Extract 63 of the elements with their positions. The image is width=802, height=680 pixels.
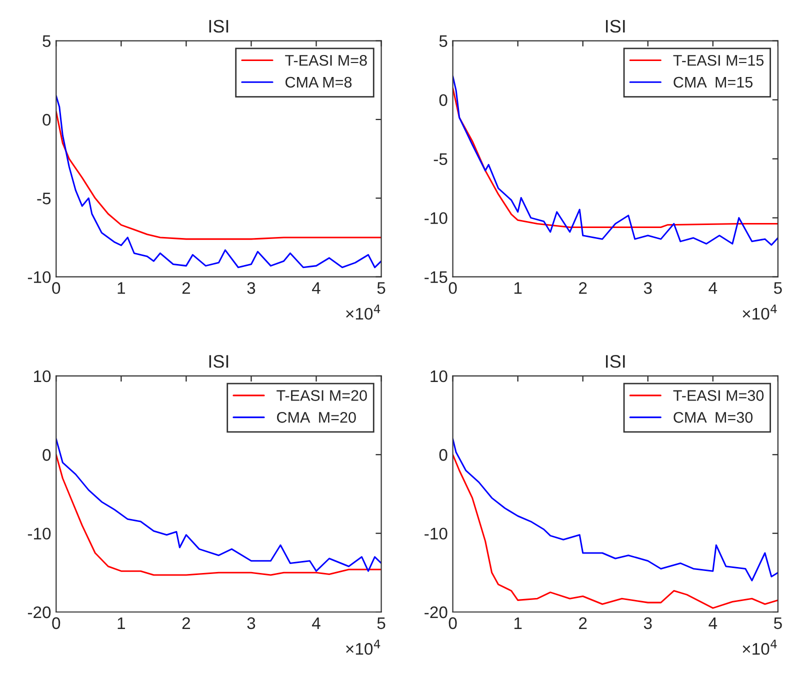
x-tick-label: 3 [247, 617, 256, 630]
y-tick-label: -20 [28, 606, 51, 618]
y-tick-label: 0 [439, 94, 448, 106]
y-tick-label: 5 [439, 35, 448, 48]
x-tick-label: 2 [579, 282, 587, 294]
legend-label: CMA M=8 [286, 76, 352, 88]
text: ×10$^{4}$ [742, 640, 777, 655]
line-series [56, 110, 382, 240]
legend-label: T-EASI M=20 [276, 390, 367, 401]
x-tick-label: 1 [118, 617, 125, 629]
x-tick-label: 2 [182, 282, 190, 294]
x-tick-label: 1 [514, 282, 522, 294]
x-tick-label: 0 [52, 282, 60, 294]
x-tick-label: 4 [708, 282, 718, 294]
x-tick-label: 3 [247, 282, 256, 294]
y-tick-label: -10 [28, 528, 51, 540]
y-tick-label: -15 [424, 271, 448, 284]
legend-label: T-EASI M=15 [673, 54, 764, 66]
legend-label: CMA M=30 [674, 412, 753, 423]
x-tick-label: 5 [774, 617, 782, 630]
x-tick-label: 2 [579, 617, 587, 629]
chart-title: ISI [209, 355, 228, 368]
y-tick-label: -10 [28, 271, 51, 284]
y-tick-label: 0 [439, 449, 448, 461]
legend-label: CMA M=20 [277, 412, 356, 423]
chart-title: ISI [606, 20, 625, 33]
legend-label: T-EASI M=8 [285, 54, 367, 66]
y-tick-label: 0 [42, 449, 51, 461]
y-tick-label: 10 [430, 370, 448, 382]
line-series [452, 87, 778, 228]
y-tick-label: 10 [34, 370, 51, 382]
x-tick-label: 4 [312, 617, 320, 629]
legend-label: CMA M=15 [674, 76, 753, 88]
x-tick-label: 3 [644, 282, 652, 294]
x-tick-label: 1 [514, 617, 522, 629]
y-tick-label: -5 [434, 153, 448, 166]
x-tick-label: 0 [448, 617, 457, 630]
text: ×10$^{4}$ [346, 640, 380, 655]
x-tick-label: 5 [774, 282, 782, 294]
x-tick-label: 3 [644, 617, 652, 630]
line-series [452, 75, 778, 246]
x-tick-label: 0 [448, 282, 457, 294]
y-tick-label: 0 [42, 114, 51, 126]
x-tick-label: 5 [377, 617, 386, 630]
text: ×10$^{4}$ [742, 304, 777, 320]
x-tick-label: 4 [312, 282, 320, 294]
line-series [452, 454, 778, 609]
chart-title: ISI [606, 355, 625, 368]
x-tick-label: 1 [118, 282, 125, 294]
chart-title: ISI [209, 20, 228, 33]
y-tick-label: 5 [42, 35, 51, 48]
x-tick-label: 2 [182, 617, 190, 629]
line-series [452, 438, 778, 582]
text: ×10$^{4}$ [346, 304, 380, 320]
legend-label: T-EASI M=30 [673, 390, 764, 401]
line-series [56, 95, 382, 268]
y-tick-label: -10 [424, 212, 448, 224]
y-tick-label: -10 [424, 528, 448, 540]
y-tick-label: -20 [424, 606, 448, 618]
y-tick-label: -5 [37, 192, 51, 204]
x-tick-label: 0 [52, 617, 60, 630]
x-tick-label: 4 [708, 617, 718, 629]
x-tick-label: 5 [377, 282, 386, 294]
